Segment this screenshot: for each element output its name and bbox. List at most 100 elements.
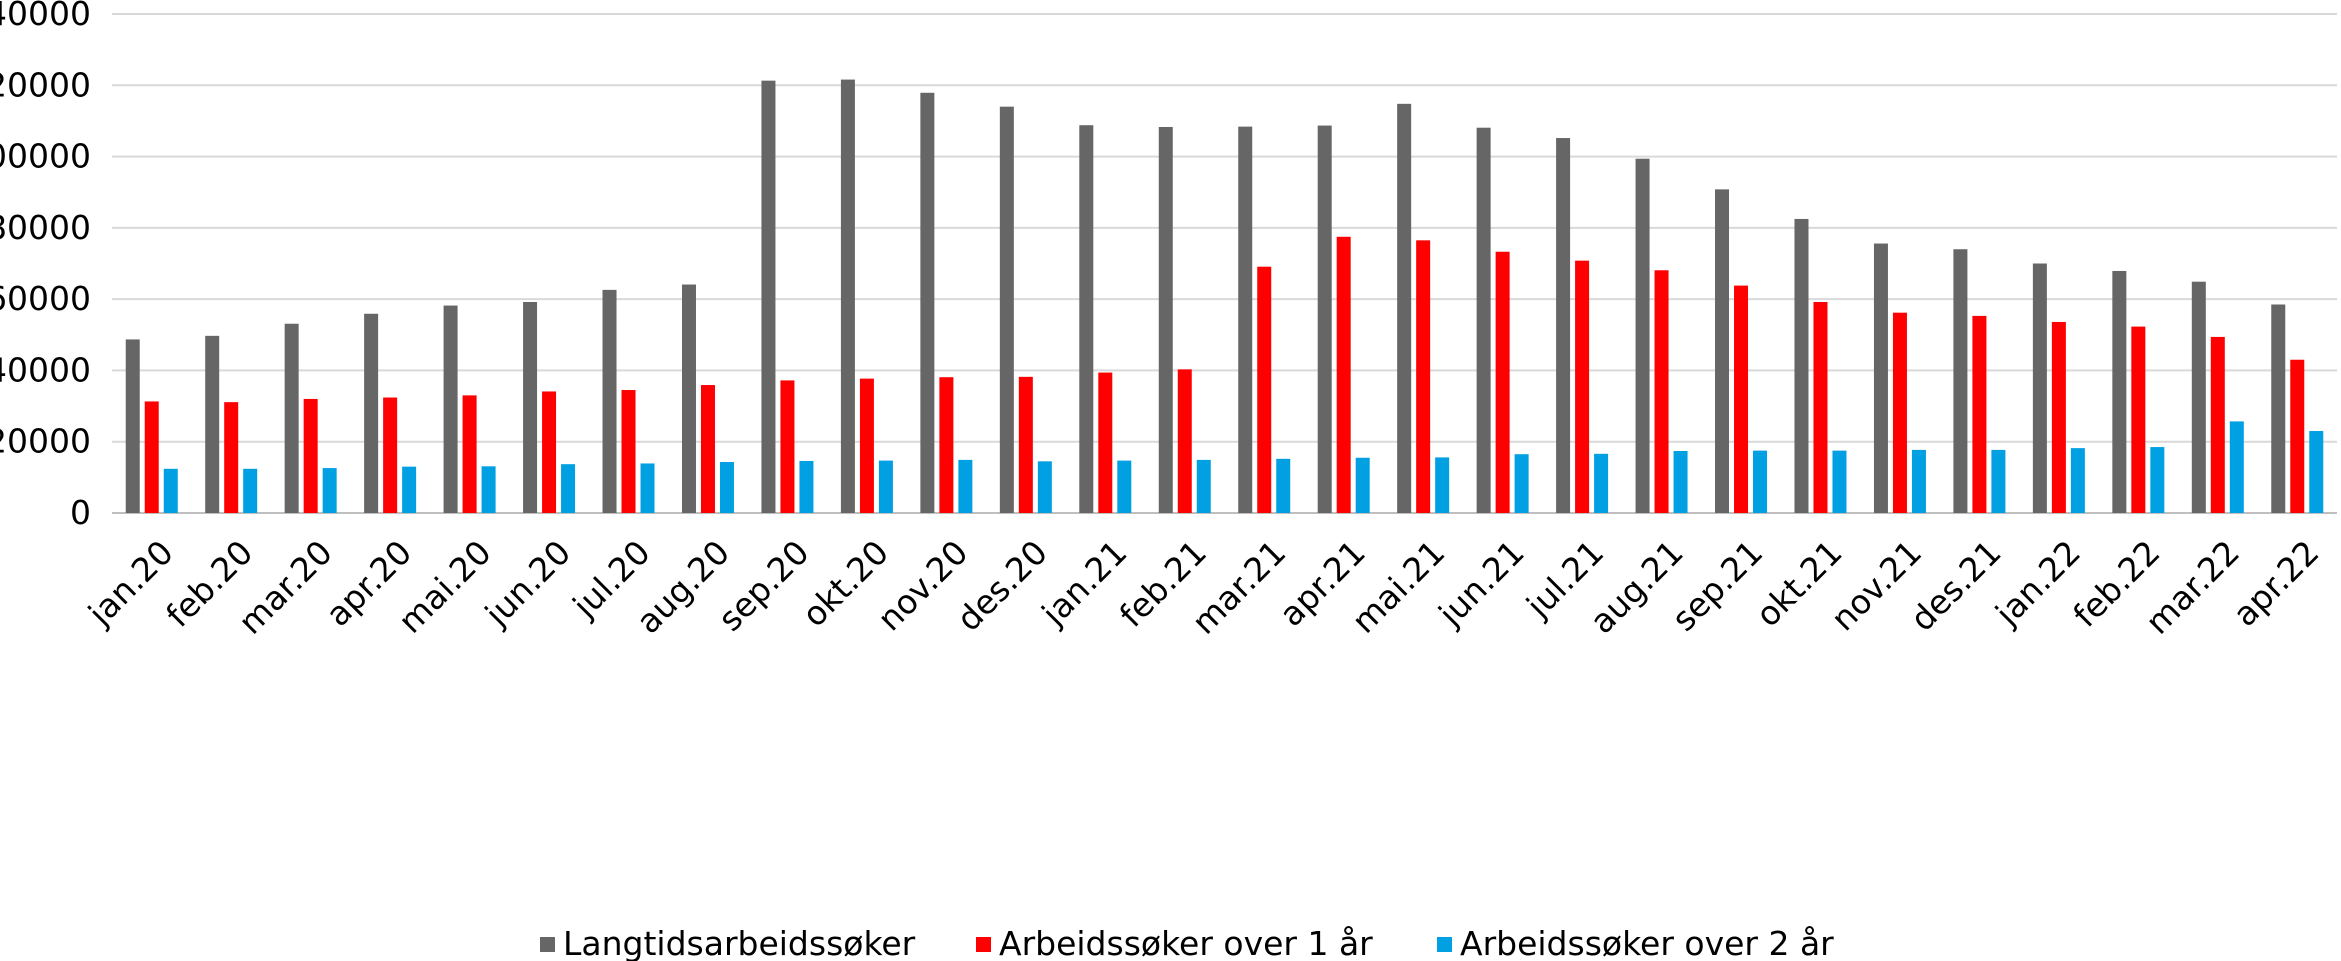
y-tick-label: 80000: [0, 208, 91, 247]
bar-3: [1594, 453, 1609, 513]
bar-2: [144, 401, 159, 513]
bar-2: [1892, 312, 1907, 513]
y-axis-tick-labels: 0 20000 40000 60000 80000 100000 120000 140000: [0, 0, 91, 532]
bar-3: [481, 466, 496, 513]
x-axis-tick-labels: jan.20feb.20mar.20apr.20mai.20jun.20jul.…: [80, 533, 2327, 642]
legend-swatch: [976, 937, 991, 952]
bar-1: [1476, 127, 1491, 513]
bar-2: [1654, 270, 1669, 513]
bar-3: [1117, 460, 1132, 513]
bar-1: [1715, 189, 1730, 513]
legend: Langtidsarbeidssøker Arbeidssøker over 1 …: [540, 924, 1834, 961]
bar-3: [2150, 447, 2165, 513]
bar-3: [640, 463, 655, 513]
bar-3: [1514, 454, 1529, 513]
bar-3: [1276, 458, 1291, 513]
bar-3: [719, 462, 734, 513]
bar-3: [1991, 449, 2006, 513]
bar-2: [1495, 251, 1510, 513]
x-tick-label: jan.20: [80, 533, 181, 634]
bar-3: [1355, 457, 1370, 513]
bar-3: [163, 468, 178, 513]
bar-2: [780, 380, 795, 513]
bar-1: [1158, 126, 1173, 513]
legend-label: Arbeidssøker over 1 år: [999, 924, 1373, 961]
x-tick-label: sep.21: [1664, 533, 1770, 639]
bar-2: [1177, 369, 1192, 513]
bar-2: [1336, 236, 1351, 513]
bar-1: [364, 313, 379, 513]
bar-1: [284, 323, 299, 513]
bar-3: [561, 464, 576, 513]
y-tick-label: 120000: [0, 65, 91, 104]
y-tick-label: 0: [70, 493, 91, 532]
legend-swatch: [540, 937, 555, 952]
bar-2: [224, 402, 239, 513]
bar-3: [2229, 421, 2244, 513]
y-tick-label: 20000: [0, 422, 91, 461]
x-tick-label: jan.22: [1987, 533, 2088, 634]
x-tick-label: jun.21: [1430, 533, 1531, 634]
bar-3: [1196, 459, 1211, 513]
y-tick-label: 100000: [0, 137, 91, 176]
x-tick-label: sep.20: [711, 533, 817, 639]
bar-3: [243, 468, 258, 513]
bar-1: [2032, 263, 2047, 513]
bar-1: [1794, 218, 1809, 514]
bar-3: [1435, 457, 1450, 513]
legend-swatch: [1437, 937, 1452, 952]
y-tick-label: 40000: [0, 350, 91, 389]
bar-1: [681, 284, 696, 513]
bar-1: [1873, 243, 1888, 514]
bar-2: [859, 378, 874, 513]
bar-3: [1911, 449, 1926, 513]
bar-1: [999, 106, 1014, 514]
x-tick-label: des.21: [1903, 533, 2009, 639]
x-tick-label: jan.21: [1034, 533, 1135, 634]
legend-label: Langtidsarbeidssøker: [563, 924, 916, 961]
bar-1: [205, 335, 220, 513]
bar-2: [2290, 359, 2305, 513]
bar-2: [1257, 266, 1272, 513]
bar-3: [402, 466, 417, 513]
gridlines: [112, 13, 2337, 514]
bar-1: [840, 79, 855, 513]
bar-1: [1953, 249, 1968, 513]
bar-3: [1832, 450, 1847, 513]
bar-2: [1575, 260, 1590, 513]
bar-1: [1079, 125, 1094, 513]
y-tick-label: 140000: [0, 0, 91, 33]
bar-2: [621, 390, 636, 513]
bar-2: [383, 397, 398, 513]
bar-1: [1317, 125, 1332, 514]
bar-3: [322, 468, 337, 513]
bar-3: [878, 460, 893, 513]
bar-2: [1416, 240, 1431, 513]
x-tick-label: jun.20: [477, 533, 578, 634]
bar-1: [920, 92, 935, 513]
x-tick-label: apr.22: [2225, 533, 2326, 634]
bar-1: [602, 289, 617, 513]
bar-2: [1098, 372, 1113, 513]
bar-2: [2210, 336, 2225, 513]
bar-1: [125, 339, 140, 513]
bar-2: [939, 377, 954, 513]
bar-1: [523, 301, 538, 513]
bars: [125, 79, 2324, 514]
bar-1: [2112, 270, 2127, 513]
bar-1: [1556, 138, 1571, 513]
bar-1: [2191, 281, 2206, 513]
bar-3: [958, 459, 973, 513]
bar-1: [2271, 304, 2286, 513]
bar-1: [1238, 126, 1253, 513]
bar-2: [1972, 315, 1987, 513]
bar-2: [1813, 301, 1828, 513]
bar-3: [2309, 431, 2324, 513]
bar-1: [443, 305, 458, 513]
bar-3: [1673, 450, 1688, 513]
bar-1: [1635, 158, 1650, 513]
bar-3: [799, 460, 814, 513]
bar-2: [542, 391, 557, 513]
bar-2: [700, 385, 715, 513]
